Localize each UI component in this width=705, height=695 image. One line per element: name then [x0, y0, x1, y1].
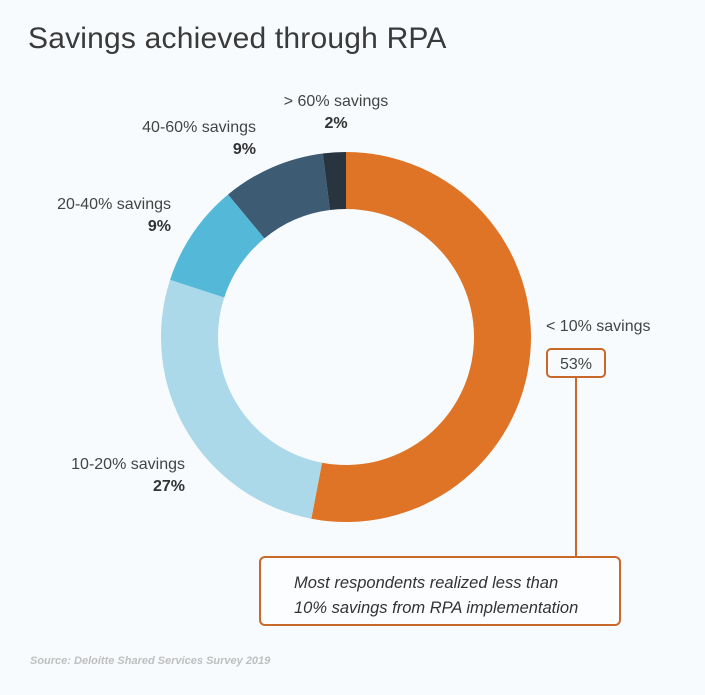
donut-slices: [160, 152, 531, 522]
donut-slice-2: [170, 194, 265, 298]
slice-label-0: < 10% savings: [546, 318, 651, 335]
slice-value-4: 2%: [324, 115, 347, 132]
slice-label-2: 20-40% savings: [57, 196, 171, 213]
annotation-line-2: 10% savings from RPA implementation: [294, 599, 579, 617]
slice-label-3: 40-60% savings: [142, 119, 256, 136]
slice-value-1: 27%: [153, 478, 185, 495]
annotation-box: Most respondents realized less than 10% …: [259, 556, 621, 626]
chart-title: Savings achieved through RPA: [28, 22, 447, 55]
slice-label-4: > 60% savings: [284, 93, 389, 110]
annotation-line-1: Most respondents realized less than: [294, 574, 559, 592]
slice-value-0: 53%: [560, 356, 592, 373]
slice-value-3: 9%: [233, 141, 256, 158]
donut-slice-1: [160, 279, 323, 519]
slice-value-2: 9%: [148, 218, 171, 235]
donut-slice-3: [228, 153, 330, 239]
slice-label-1: 10-20% savings: [71, 456, 185, 473]
source-note: Source: Deloitte Shared Services Survey …: [30, 655, 271, 667]
donut-slice-0: [311, 152, 531, 522]
donut-slice-4: [322, 152, 346, 211]
